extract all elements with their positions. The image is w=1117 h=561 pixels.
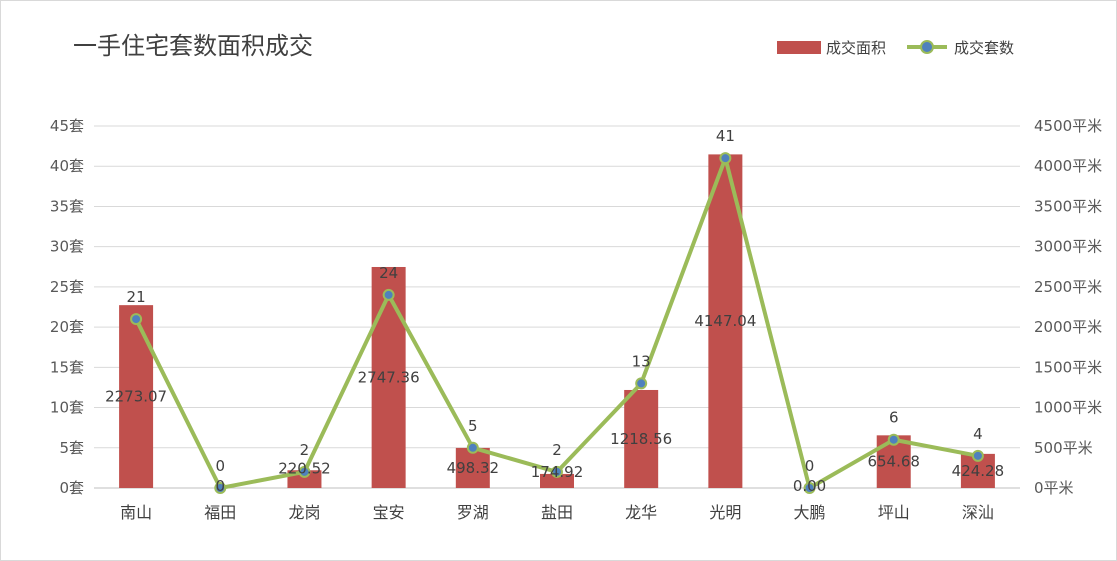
- line-data-label: 21: [127, 288, 146, 306]
- legend-line-marker: [920, 40, 934, 54]
- right-tick-label: 2500平米: [1034, 278, 1102, 296]
- left-tick-label: 0套: [59, 479, 84, 497]
- line-point: [719, 152, 732, 165]
- legend: 成交面积 成交套数: [777, 39, 1014, 57]
- line-point: [635, 377, 648, 390]
- category-label: 罗湖: [457, 503, 489, 522]
- left-tick-label: 30套: [50, 238, 84, 256]
- line-data-label: 4: [973, 425, 983, 443]
- legend-line-label: 成交套数: [954, 39, 1014, 57]
- line-data-label: 2: [300, 441, 310, 459]
- right-tick-label: 1000平米: [1034, 399, 1102, 417]
- bar-data-label: 2273.07: [105, 388, 167, 406]
- left-tick-label: 45套: [50, 117, 84, 135]
- right-tick-label: 0平米: [1034, 479, 1074, 497]
- category-label: 光明: [709, 503, 741, 522]
- line-point: [298, 465, 311, 478]
- left-tick-label: 40套: [50, 157, 84, 175]
- line-point: [130, 313, 143, 326]
- line-point: [214, 482, 227, 494]
- bar-data-labels: 2273.07 0 220.52 2747.36 498.32 174.92 1218.56…: [105, 312, 1004, 495]
- right-tick-label: 3000平米: [1034, 238, 1102, 256]
- line-series: [130, 152, 984, 494]
- category-label: 南山: [120, 503, 152, 522]
- bar-data-label: 2747.36: [358, 368, 420, 386]
- bar-data-label: 174.92: [531, 463, 584, 481]
- line-data-label: 0: [805, 457, 815, 475]
- left-tick-label: 15套: [50, 358, 84, 376]
- bar: [455, 447, 490, 488]
- left-tick-label: 20套: [50, 318, 84, 336]
- bar-data-label: 1218.56: [610, 430, 672, 448]
- bar-data-label: 498.32: [447, 459, 500, 477]
- bar-series: [119, 154, 995, 488]
- category-label: 盐田: [541, 503, 573, 522]
- category-label: 宝安: [373, 503, 405, 522]
- category-label: 大鹏: [794, 503, 826, 522]
- line-data-labels: 21 0 2 24 5 2 13 41 0 6 4: [127, 127, 983, 475]
- category-label: 龙岗: [288, 503, 320, 522]
- line-point: [887, 433, 900, 446]
- left-tick-label: 10套: [50, 399, 84, 417]
- category-label: 福田: [204, 503, 236, 522]
- left-axis-ticks: 0套 5套 10套 15套 20套 25套 30套 35套 40套 45套: [50, 117, 84, 497]
- category-axis: 南山 福田 龙岗 宝安 罗湖 盐田 龙华 光明 大鹏 坪山 深汕: [120, 503, 994, 522]
- line-point: [803, 482, 816, 494]
- left-tick-label: 35套: [50, 197, 84, 215]
- bar: [119, 305, 154, 488]
- right-tick-label: 500平米: [1034, 439, 1093, 457]
- right-tick-label: 4000平米: [1034, 157, 1102, 175]
- line-data-label: 2: [552, 441, 562, 459]
- right-axis-ticks: 0平米 500平米 1000平米 1500平米 2000平米 2500平米 3000平米 35…: [1034, 117, 1102, 497]
- bar-data-label: 220.52: [278, 459, 331, 477]
- line-data-label: 0: [215, 457, 225, 475]
- right-tick-label: 3500平米: [1034, 197, 1102, 215]
- left-tick-label: 25套: [50, 278, 84, 296]
- legend-bar-swatch: [777, 41, 821, 54]
- right-tick-label: 2000平米: [1034, 318, 1102, 336]
- legend-bar-label: 成交面积: [826, 39, 886, 57]
- line-data-label: 41: [716, 127, 735, 145]
- bar-data-label: 0: [215, 477, 225, 495]
- bar-data-label: 424.28: [952, 462, 1005, 480]
- line-data-label: 5: [468, 417, 478, 435]
- category-label: 深汕: [962, 503, 994, 522]
- line-data-label: 6: [889, 409, 899, 427]
- left-tick-label: 5套: [59, 439, 84, 457]
- category-label: 龙华: [625, 503, 657, 522]
- line-data-label: 24: [379, 264, 398, 282]
- bar-data-label: 654.68: [867, 453, 920, 471]
- bar-data-label: 4147.04: [694, 312, 756, 330]
- bar: [540, 473, 574, 488]
- line-point: [382, 288, 395, 301]
- right-tick-label: 1500平米: [1034, 358, 1102, 376]
- line-data-label: 13: [632, 352, 651, 370]
- category-label: 坪山: [878, 503, 910, 522]
- bar-data-label: 0.00: [793, 477, 826, 495]
- bar: [624, 389, 659, 488]
- right-tick-label: 4500平米: [1034, 117, 1102, 135]
- line-point: [971, 449, 984, 462]
- line-path: [134, 156, 979, 490]
- line-point: [551, 465, 563, 478]
- line-point: [466, 441, 479, 454]
- chart-title: 一手住宅套数面积成交: [73, 32, 313, 60]
- gridlines: [94, 125, 1020, 489]
- bar: [371, 266, 406, 488]
